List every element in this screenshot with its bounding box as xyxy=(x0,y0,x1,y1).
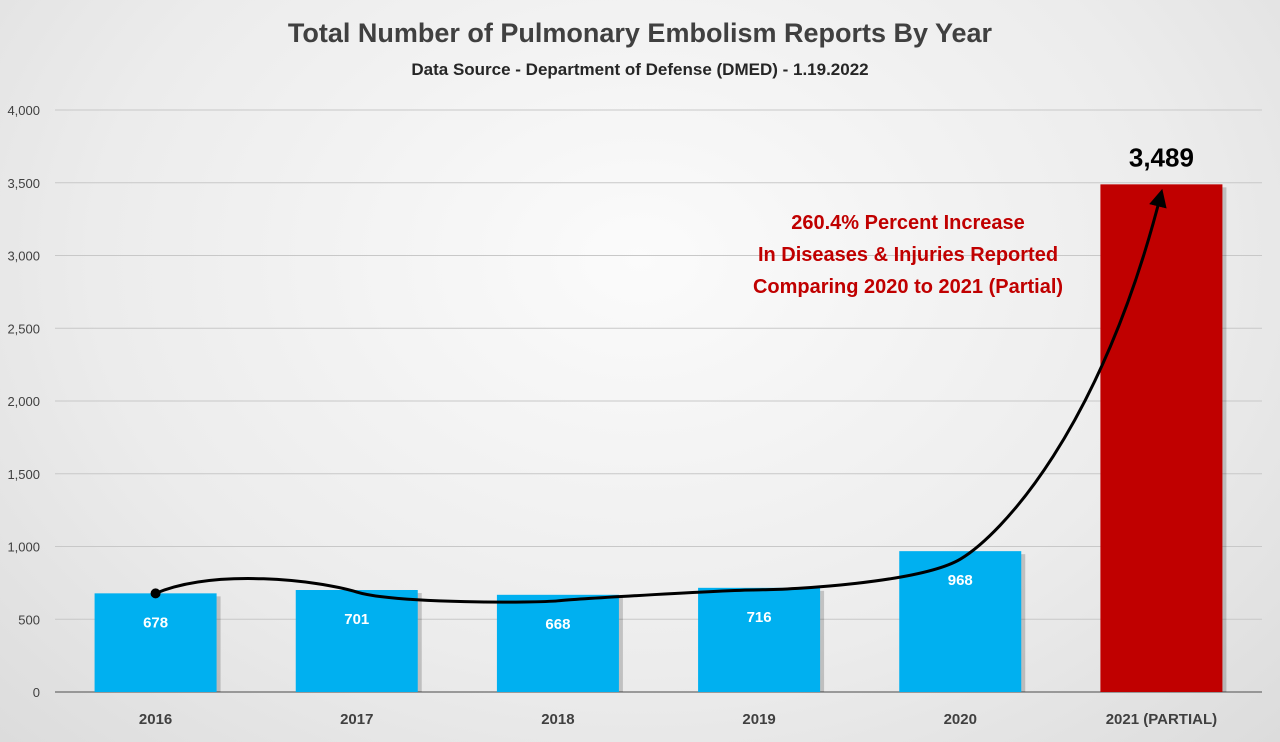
y-tick-label: 2,500 xyxy=(7,321,40,336)
y-tick-label: 1,500 xyxy=(7,467,40,482)
y-tick-label: 500 xyxy=(18,612,40,627)
trend-arrow-start-dot xyxy=(150,588,161,599)
data-label: 701 xyxy=(344,611,369,628)
x-tick-label: 2021 (PARTIAL) xyxy=(1106,711,1217,728)
data-label: 968 xyxy=(948,572,973,589)
annotation-text: 260.4% Percent Increase xyxy=(791,212,1025,234)
data-label: 668 xyxy=(545,616,570,633)
chart-subtitle: Data Source - Department of Defense (DME… xyxy=(411,60,869,79)
x-tick-label: 2018 xyxy=(541,711,574,728)
y-tick-label: 3,000 xyxy=(7,249,40,264)
bar xyxy=(1100,184,1223,692)
data-label: 3,489 xyxy=(1129,142,1194,172)
y-tick-label: 0 xyxy=(33,685,40,700)
data-label: 678 xyxy=(143,614,168,631)
y-tick-label: 4,000 xyxy=(7,103,40,118)
chart-title: Total Number of Pulmonary Embolism Repor… xyxy=(287,18,993,48)
annotation-text: Comparing 2020 to 2021 (Partial) xyxy=(753,276,1063,298)
bar xyxy=(496,594,619,692)
x-tick-label: 2017 xyxy=(340,711,373,728)
y-tick-label: 3,500 xyxy=(7,176,40,191)
x-tick-label: 2020 xyxy=(944,711,977,728)
trend-arrow xyxy=(155,188,1167,604)
data-label: 716 xyxy=(747,609,772,626)
x-tick-label: 2016 xyxy=(139,711,172,728)
bar xyxy=(698,587,821,692)
bar xyxy=(94,593,217,692)
y-tick-label: 1,000 xyxy=(7,540,40,555)
annotation-text: In Diseases & Injuries Reported xyxy=(758,244,1058,266)
y-tick-label: 2,000 xyxy=(7,394,40,409)
x-tick-label: 2019 xyxy=(742,711,775,728)
bar xyxy=(295,590,418,692)
